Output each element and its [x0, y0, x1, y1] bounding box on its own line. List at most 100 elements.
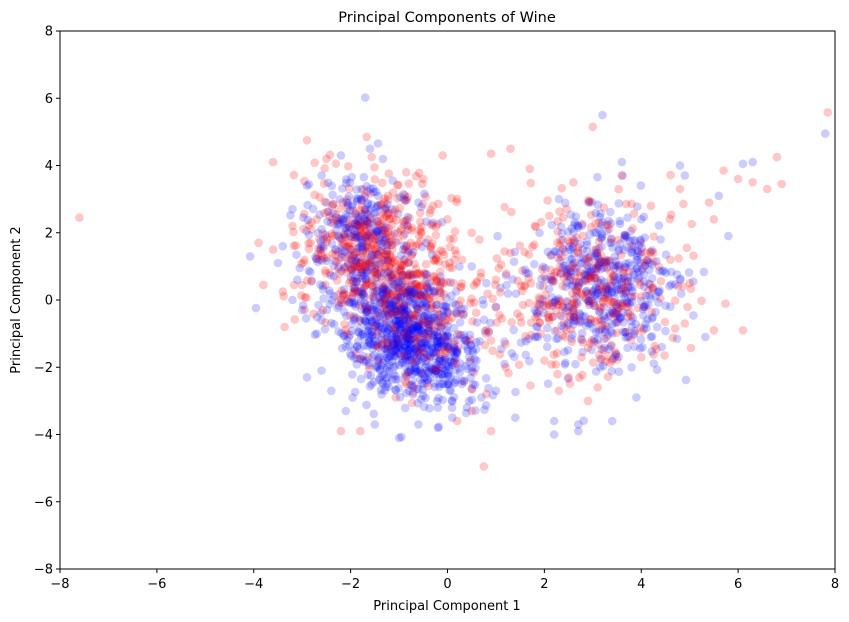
scatter-point — [358, 244, 367, 253]
scatter-point — [666, 267, 676, 277]
scatter-point — [611, 352, 620, 361]
scatter-point — [641, 291, 651, 300]
scatter-point — [331, 244, 340, 254]
scatter-point — [326, 218, 336, 227]
scatter-point — [549, 277, 559, 286]
scatter-point — [405, 309, 415, 319]
scatter-point — [327, 296, 337, 305]
scatter-point — [435, 380, 444, 389]
scatter-point — [399, 316, 408, 325]
scatter-point — [604, 216, 613, 226]
scatter-point — [607, 340, 616, 350]
scatter-point — [517, 318, 526, 327]
scatter-point-outlier — [438, 151, 448, 160]
scatter-point — [355, 354, 365, 364]
scatter-point — [449, 340, 459, 349]
scatter-point — [418, 391, 428, 401]
scatter-point — [697, 296, 706, 306]
scatter-point — [584, 319, 593, 328]
scatter-point — [377, 222, 387, 232]
scatter-point — [382, 379, 392, 389]
scatter-point — [537, 274, 546, 284]
scatter-point — [435, 310, 445, 320]
scatter-point — [476, 268, 486, 278]
scatter-point-outlier — [627, 363, 636, 372]
scatter-point — [418, 315, 428, 325]
scatter-point — [415, 375, 425, 384]
scatter-point — [353, 327, 363, 337]
scatter-point — [359, 314, 369, 324]
scatter-point — [408, 241, 418, 251]
scatter-point — [349, 312, 359, 321]
scatter-point — [398, 261, 407, 270]
scatter-point — [496, 283, 505, 293]
scatter-point-outlier — [254, 238, 263, 248]
scatter-point — [393, 291, 403, 301]
scatter-point — [342, 223, 352, 233]
scatter-point — [584, 257, 593, 267]
scatter-point — [406, 271, 416, 280]
scatter-point-outlier — [268, 157, 278, 167]
scatter-point — [315, 193, 325, 202]
scatter-point — [443, 307, 452, 317]
scatter-point — [401, 299, 410, 308]
scatter-point — [388, 270, 398, 280]
scatter-point — [566, 272, 575, 282]
scatter-point — [356, 374, 366, 384]
scatter-point — [437, 217, 447, 227]
scatter-point — [418, 315, 428, 325]
scatter-point — [650, 341, 659, 351]
scatter-point — [373, 286, 382, 295]
scatter-point — [590, 228, 599, 237]
scatter-point — [395, 392, 405, 402]
scatter-point — [439, 331, 448, 341]
scatter-point — [366, 233, 376, 243]
scatter-point — [624, 267, 634, 277]
scatter-point — [604, 284, 613, 294]
scatter-point — [648, 283, 658, 292]
scatter-point — [389, 208, 399, 217]
scatter-point — [572, 233, 581, 243]
scatter-point — [600, 327, 610, 337]
scatter-point — [612, 280, 622, 290]
scatter-point — [395, 319, 405, 329]
scatter-point — [356, 226, 366, 236]
scatter-point — [404, 287, 413, 297]
scatter-point — [394, 360, 404, 370]
scatter-point — [466, 341, 476, 350]
scatter-point — [403, 291, 413, 301]
scatter-point — [408, 274, 418, 283]
scatter-point — [399, 334, 408, 343]
scatter-point — [350, 345, 359, 355]
scatter-point — [552, 267, 562, 277]
scatter-point — [455, 262, 464, 271]
scatter-point — [492, 318, 501, 327]
scatter-point — [500, 247, 509, 256]
scatter-point — [375, 352, 384, 362]
scatter-point — [544, 313, 553, 323]
scatter-point — [347, 264, 356, 273]
scatter-point — [341, 262, 351, 272]
scatter-point — [601, 357, 610, 366]
scatter-point — [637, 292, 647, 301]
scatter-point — [370, 268, 380, 277]
scatter-point — [357, 195, 366, 205]
scatter-point — [373, 355, 382, 365]
scatter-point — [339, 307, 349, 317]
scatter-point — [346, 272, 356, 282]
scatter-point — [430, 324, 440, 334]
y-tick-label: −6 — [34, 495, 53, 510]
scatter-point — [369, 321, 379, 331]
scatter-point — [482, 325, 492, 335]
scatter-point — [413, 282, 423, 292]
scatter-point — [386, 269, 396, 279]
scatter-point — [340, 320, 349, 329]
scatter-point — [365, 316, 375, 325]
scatter-point — [427, 301, 437, 310]
scatter-point — [561, 325, 571, 334]
scatter-point — [452, 308, 461, 318]
scatter-point — [592, 251, 602, 261]
scatter-point — [389, 291, 399, 300]
scatter-point — [601, 285, 611, 294]
scatter-point — [583, 296, 593, 306]
